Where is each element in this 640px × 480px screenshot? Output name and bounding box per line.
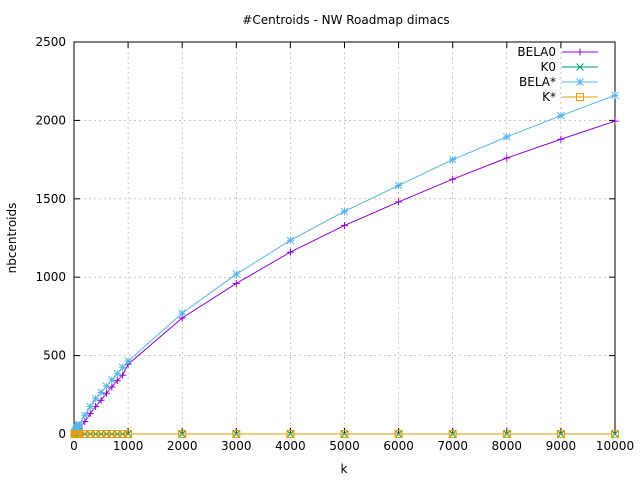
data-point: [80, 411, 89, 420]
y-tick-label: 2000: [35, 113, 66, 127]
data-point: [97, 396, 105, 404]
x-tick-label: 3000: [221, 439, 252, 453]
legend-marker: [576, 78, 584, 86]
series-k-star: [70, 430, 619, 438]
data-point: [503, 154, 511, 162]
data-point: [124, 430, 133, 438]
legend-label: K*: [542, 90, 556, 104]
x-tick-label: 7000: [437, 439, 468, 453]
data-point: [395, 198, 403, 206]
x-tick-label: 2000: [167, 439, 198, 453]
data-point: [340, 207, 349, 216]
data-point: [107, 430, 116, 438]
data-point: [178, 430, 187, 438]
series-group: [70, 91, 619, 438]
y-tick-label: 500: [43, 349, 66, 363]
legend-entry: K0: [540, 60, 598, 74]
legend-label: K0: [540, 60, 556, 74]
data-point: [232, 270, 241, 278]
x-tick-label: 4000: [275, 439, 306, 453]
data-point: [80, 430, 89, 438]
y-tick-label: 1000: [35, 270, 66, 284]
y-tick-label: 0: [58, 427, 66, 441]
data-point: [286, 236, 295, 245]
data-point: [232, 279, 240, 287]
x-tick-label: 1000: [113, 439, 144, 453]
data-point: [113, 377, 121, 385]
data-point: [341, 221, 348, 229]
data-point: [86, 410, 94, 418]
data-point: [502, 430, 511, 438]
data-point: [557, 111, 565, 120]
legend-label: BELA0: [517, 45, 556, 59]
data-point: [286, 248, 294, 256]
data-point: [102, 382, 111, 391]
data-point: [286, 430, 295, 438]
data-point: [86, 402, 95, 411]
legend-entry: K*: [542, 90, 598, 104]
data-point: [502, 133, 511, 141]
data-point: [102, 389, 110, 397]
legend-entry: BELA0: [517, 45, 598, 59]
data-point: [113, 430, 122, 438]
grid: [74, 42, 615, 434]
legend-entry: BELA*: [519, 75, 598, 89]
x-tick-label: 8000: [492, 439, 523, 453]
data-point: [102, 430, 111, 438]
y-tick-label: 1500: [35, 192, 66, 206]
x-axis-label: k: [341, 462, 348, 476]
data-point: [611, 117, 619, 125]
data-point: [97, 388, 105, 397]
chart-title: #Centroids - NW Roadmap dimacs: [242, 13, 449, 27]
data-point: [448, 430, 457, 438]
data-point: [86, 430, 95, 438]
data-point: [108, 383, 116, 391]
data-point: [118, 363, 127, 372]
legend-label: BELA*: [519, 75, 556, 89]
data-point: [91, 430, 100, 438]
data-point: [91, 394, 100, 403]
data-point: [449, 175, 457, 183]
legend-marker: [576, 63, 584, 71]
data-point: [394, 181, 403, 190]
data-point: [97, 430, 106, 438]
data-point: [119, 371, 127, 379]
x-tick-label: 6000: [383, 439, 414, 453]
data-point: [611, 430, 619, 438]
data-point: [340, 430, 349, 438]
data-point: [448, 155, 457, 164]
legend-marker: [576, 93, 584, 101]
data-point: [178, 309, 187, 318]
data-point: [611, 91, 619, 100]
y-axis-label: nbcentroids: [5, 203, 19, 274]
data-point: [75, 430, 84, 438]
data-point: [556, 430, 565, 438]
axis-ticks: 0 1000 2000 3000 4000 5000 6000 7000 8000 9000 100…: [35, 35, 634, 453]
y-tick-label: 2500: [35, 35, 66, 49]
x-tick-label: 10000: [596, 439, 634, 453]
x-tick-label: 5000: [329, 439, 360, 453]
data-point: [557, 135, 565, 143]
legend-marker: [576, 48, 584, 56]
data-point: [232, 430, 241, 438]
data-point: [394, 430, 403, 438]
x-tick-label: 0: [70, 439, 78, 453]
data-point: [108, 376, 116, 384]
data-point: [113, 369, 122, 378]
data-point: [124, 357, 132, 365]
x-tick-label: 9000: [546, 439, 577, 453]
data-point: [75, 420, 84, 429]
data-point: [118, 430, 127, 438]
